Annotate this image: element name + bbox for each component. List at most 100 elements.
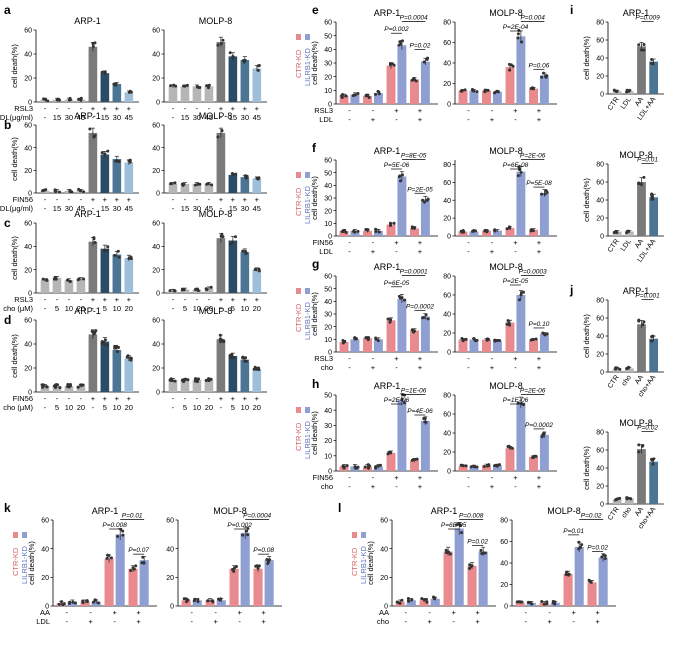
data-point xyxy=(205,84,209,88)
bar xyxy=(168,183,178,193)
data-point xyxy=(198,86,202,90)
data-point xyxy=(241,533,245,537)
condition-cell: - xyxy=(172,195,175,204)
condition-cell: - xyxy=(220,403,223,412)
data-point xyxy=(519,170,523,174)
y-tick-label: 80 xyxy=(443,393,451,400)
data-point xyxy=(388,224,392,228)
condition-cell: 20 xyxy=(253,403,261,412)
bar xyxy=(516,171,526,236)
data-point xyxy=(76,385,80,389)
y-tick-label: 20 xyxy=(443,81,451,88)
data-point xyxy=(642,320,646,324)
data-point xyxy=(195,287,199,291)
condition-cell: + xyxy=(427,617,432,626)
y-tick-label: 40 xyxy=(596,334,604,341)
data-point xyxy=(475,338,479,342)
p-value-label: P=0.008 xyxy=(102,522,127,529)
data-point xyxy=(41,384,45,388)
bar xyxy=(112,350,122,392)
p-value-label: P=1E-06 xyxy=(503,397,529,404)
condition-row-label: cho (μM) xyxy=(3,304,33,313)
data-point xyxy=(472,337,476,341)
bar xyxy=(112,254,122,293)
data-point xyxy=(229,356,233,360)
panel-letter-e: e xyxy=(312,3,319,17)
bar xyxy=(410,330,419,352)
bar xyxy=(482,90,491,104)
bar xyxy=(204,86,214,102)
data-point xyxy=(233,566,237,570)
condition-cell: + xyxy=(394,473,399,482)
bar xyxy=(649,461,659,504)
bar xyxy=(228,56,238,102)
y-tick-label: 20 xyxy=(24,168,32,175)
condition-cell: - xyxy=(44,295,47,304)
chart-g-arp-1: ARP-1 0 10 20 30 40 50 60 cell death(%) P=0.0001 P… xyxy=(294,262,438,372)
data-point xyxy=(41,277,45,281)
legend-swatch-ctr xyxy=(296,172,301,178)
condition-cell: + xyxy=(243,195,248,204)
data-point xyxy=(625,88,629,92)
bar xyxy=(228,356,238,392)
bar xyxy=(624,368,634,372)
data-point xyxy=(540,600,544,604)
data-point xyxy=(511,64,515,68)
condition-cell: - xyxy=(452,617,455,626)
condition-cell: - xyxy=(190,617,193,626)
p-value-label: P=5E-06 xyxy=(384,162,410,169)
y-tick-label: 60 xyxy=(443,40,451,47)
chart-title: ARP-1 xyxy=(431,506,458,516)
legend-label-lilrb1-kd: LILRB1-KD xyxy=(303,47,312,86)
y-axis-label: cell death(%) xyxy=(10,236,19,280)
condition-cell: 20 xyxy=(125,403,133,412)
condition-cell: 5 xyxy=(55,403,59,412)
p-value-label: P=0.0003 xyxy=(519,269,547,276)
bar xyxy=(587,582,597,606)
chart-title: MOLP-8 xyxy=(199,16,233,26)
data-point xyxy=(266,562,270,566)
data-point xyxy=(257,176,261,180)
chart-title: MOLP-8 xyxy=(489,146,523,156)
data-point xyxy=(65,278,69,282)
category-label: LDL xyxy=(620,238,633,253)
condition-cell: + xyxy=(261,617,266,626)
data-point xyxy=(54,277,58,281)
data-point xyxy=(256,566,260,570)
condition-cell: + xyxy=(255,295,260,304)
bar xyxy=(492,465,502,471)
category-label: CTR xyxy=(607,374,621,390)
data-point xyxy=(461,228,465,232)
panel-letter-j: j xyxy=(569,283,573,297)
data-point xyxy=(367,464,371,468)
data-point xyxy=(94,329,98,333)
condition-cell: - xyxy=(208,295,211,304)
y-tick-label: 60 xyxy=(443,293,451,300)
condition-cell: - xyxy=(491,473,494,482)
data-point xyxy=(92,135,96,139)
p-value-label: P=0.02 xyxy=(467,539,488,546)
data-point xyxy=(519,40,523,44)
condition-cell: - xyxy=(404,608,407,617)
data-point xyxy=(121,529,125,533)
bar xyxy=(612,499,622,504)
data-point xyxy=(241,249,245,253)
bar xyxy=(637,46,646,94)
bar xyxy=(624,498,634,504)
y-tick-label: 30 xyxy=(324,196,332,203)
condition-cell: + xyxy=(103,394,108,403)
condition-cell: - xyxy=(214,608,217,617)
data-point xyxy=(185,83,189,87)
condition-cell: - xyxy=(491,238,494,247)
data-point xyxy=(460,337,464,341)
legend-label-ctr-kd: CTR-KD xyxy=(294,187,303,216)
data-point xyxy=(230,240,234,244)
chart-i-molp-8: MOLP-8 0 20 40 60 80 cell death(%) P=0.01 CTR LDL… xyxy=(582,150,664,264)
data-point xyxy=(205,182,209,186)
data-point xyxy=(92,236,96,240)
bar xyxy=(419,600,429,606)
bar xyxy=(482,230,491,236)
